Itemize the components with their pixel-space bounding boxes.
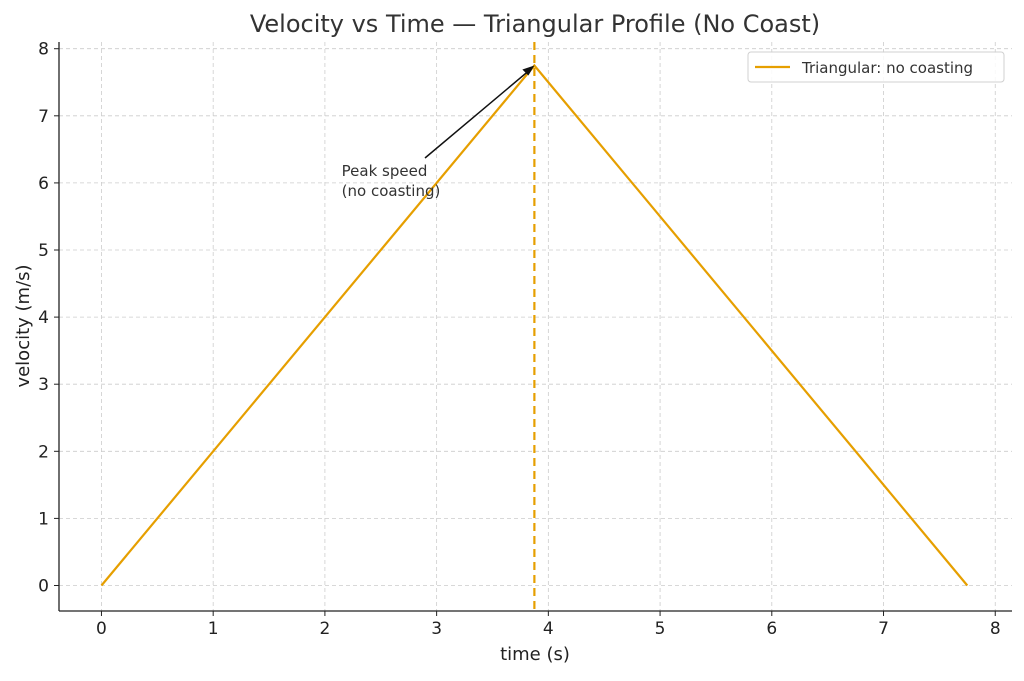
y-tick-label: 7 bbox=[38, 107, 49, 127]
y-tick-label: 8 bbox=[38, 40, 49, 60]
series-line bbox=[100, 63, 969, 587]
plot-marks: Peak speed (no coasting) bbox=[100, 42, 969, 611]
y-axis-label: velocity (m/s) bbox=[13, 264, 34, 387]
y-axis-ticks: 0 1 2 3 4 5 6 7 8 bbox=[38, 40, 59, 597]
x-tick-label: 3 bbox=[431, 619, 442, 639]
grid bbox=[59, 42, 1012, 611]
y-tick-label: 1 bbox=[38, 509, 49, 529]
legend-box bbox=[747, 51, 1005, 83]
annotation-text: (no coasting) bbox=[342, 182, 441, 200]
y-tick-label: 3 bbox=[38, 375, 49, 395]
x-tick-label: 2 bbox=[319, 619, 330, 639]
x-axis-ticks: 0 1 2 3 4 5 6 7 8 bbox=[96, 611, 1001, 639]
x-tick-label: 4 bbox=[543, 619, 554, 639]
y-tick-label: 0 bbox=[38, 577, 49, 597]
y-tick-label: 4 bbox=[38, 308, 49, 328]
legend: Triangular: no coasting bbox=[747, 51, 1005, 83]
x-tick-label: 7 bbox=[878, 619, 889, 639]
chart-title: Velocity vs Time — Triangular Profile (N… bbox=[250, 10, 820, 38]
annotation-arrow bbox=[424, 68, 531, 159]
annotation-text: Peak speed bbox=[342, 162, 428, 180]
y-tick-label: 6 bbox=[38, 174, 49, 194]
x-tick-label: 6 bbox=[766, 619, 777, 639]
x-axis-label: time (s) bbox=[500, 644, 570, 665]
y-tick-label: 5 bbox=[38, 241, 49, 261]
annotation-arrowhead bbox=[522, 65, 535, 76]
x-tick-label: 0 bbox=[96, 619, 107, 639]
x-tick-label: 1 bbox=[208, 619, 219, 639]
x-tick-label: 5 bbox=[655, 619, 666, 639]
x-tick-label: 8 bbox=[990, 619, 1001, 639]
legend-label: Triangular: no coasting bbox=[801, 59, 973, 77]
y-tick-label: 2 bbox=[38, 442, 49, 462]
